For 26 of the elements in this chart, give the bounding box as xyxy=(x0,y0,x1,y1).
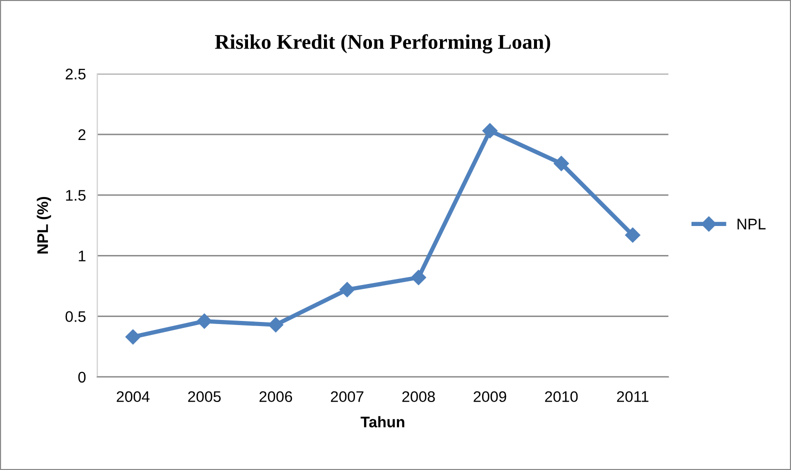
y-tick-label: 2.5 xyxy=(66,68,86,80)
point xyxy=(482,123,498,138)
x-tick-label: 2008 xyxy=(402,391,435,402)
point xyxy=(125,329,141,344)
x-tick-label: 2011 xyxy=(617,391,648,402)
x-tick-label: 2006 xyxy=(260,391,292,402)
point xyxy=(625,227,640,243)
point xyxy=(340,282,355,298)
x-tick-label: 2009 xyxy=(474,391,506,402)
point xyxy=(410,270,426,286)
y-tick-label: 2 xyxy=(78,129,86,140)
x-axis-title: Tahun xyxy=(360,416,404,428)
x-tick-label: 2005 xyxy=(188,391,221,402)
point xyxy=(268,317,284,332)
y-tick-label: 0.5 xyxy=(66,311,86,322)
x-tick-label: 2010 xyxy=(545,391,578,402)
y-tick-label: 1.5 xyxy=(66,190,86,201)
legend-label: NPL xyxy=(738,218,766,230)
point xyxy=(196,314,212,329)
y-tick-label: 1 xyxy=(78,250,86,262)
y-tick-label: 0 xyxy=(78,372,86,383)
point xyxy=(554,156,569,172)
x-tick-label: 2007 xyxy=(330,391,364,402)
chart-title: Risiko Kredit (Non Performing Loan) xyxy=(214,34,550,54)
y-axis-title: NPL (%) xyxy=(36,196,52,254)
x-tick-label: 2004 xyxy=(116,391,150,402)
